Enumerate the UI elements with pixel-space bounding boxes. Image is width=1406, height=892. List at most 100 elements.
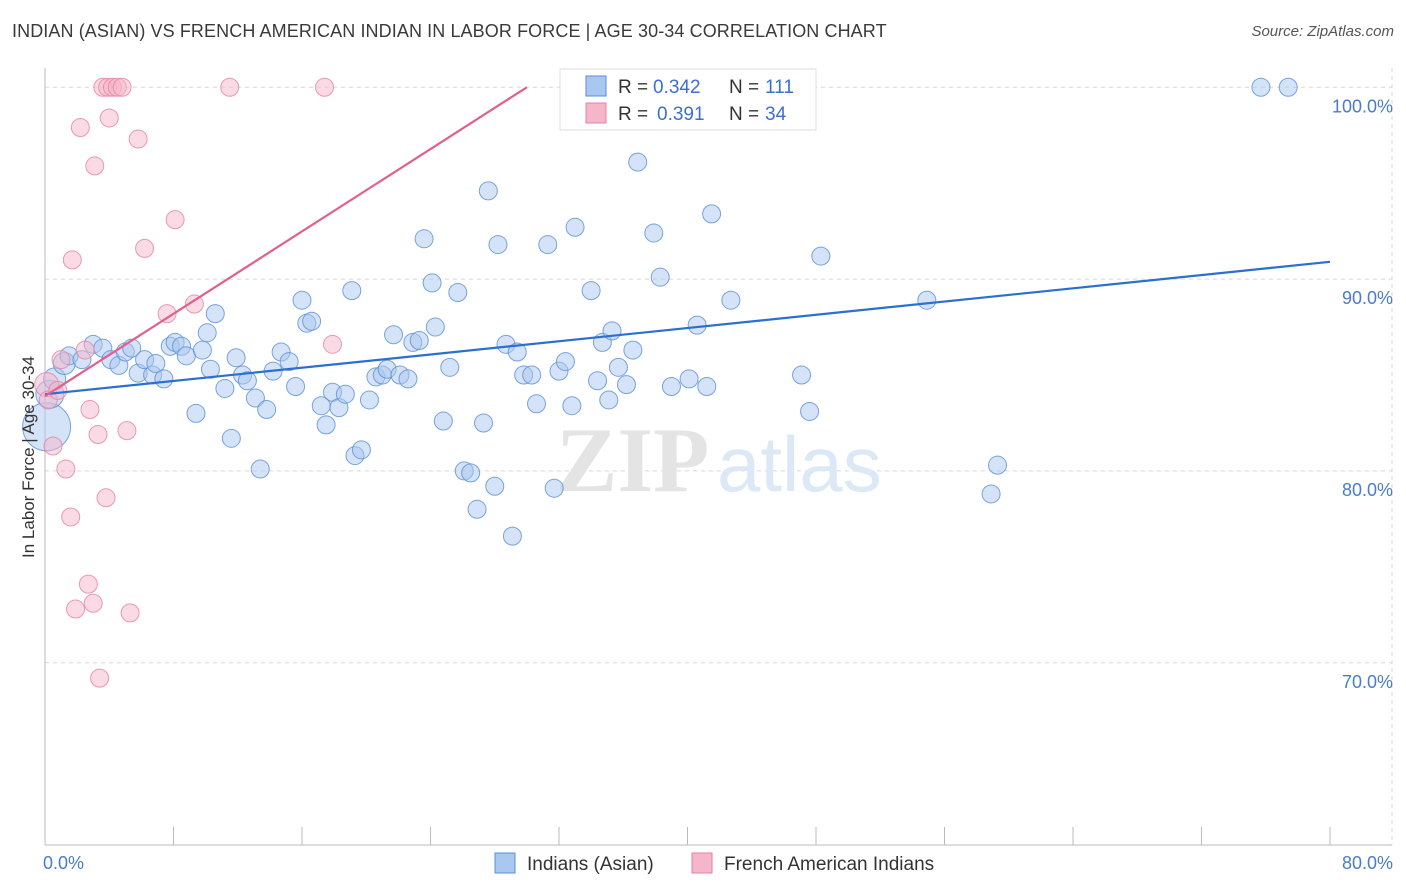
indians-asian-point — [687, 315, 707, 335]
french-american-indians-point — [88, 424, 108, 444]
indians-asian-point — [302, 311, 322, 331]
french-american-indians-point — [135, 238, 155, 258]
trend-layer — [44, 86, 1331, 398]
indians-asian-point — [154, 369, 174, 389]
indians-asian-point — [811, 246, 831, 266]
indians-asian-point — [197, 323, 217, 343]
french-american-indians-point — [165, 210, 185, 230]
indians-asian-point — [257, 400, 277, 420]
indians-asian-point — [1251, 77, 1271, 97]
legend-r-label-french-american-indians: R = — [618, 104, 648, 125]
french-american-indians-point — [66, 599, 86, 619]
indians-asian-point — [562, 396, 582, 416]
french-american-indians-point — [117, 421, 137, 441]
indians-asian-point — [917, 290, 937, 310]
indians-asian-point — [461, 463, 481, 483]
indians-asian-point — [414, 229, 434, 249]
indians-asian-point — [792, 365, 812, 385]
indians-asian-point — [527, 394, 547, 414]
bottom-legend: Indians (Asian) French American Indians — [494, 852, 934, 875]
indians-asian-point — [581, 281, 601, 301]
indians-asian-point — [359, 390, 379, 410]
legend-r-label-indians-asian: R = — [618, 77, 648, 98]
indians-asian-point — [467, 499, 487, 519]
y-tick-label: 100.0% — [1332, 96, 1393, 116]
indians-asian-point — [599, 390, 619, 410]
indians-asian-point — [485, 476, 505, 496]
bottom-legend-swatch-french-american-indians — [691, 852, 713, 874]
indians-asian-trendline — [44, 260, 1331, 396]
french-american-indians-point — [220, 77, 240, 97]
french-american-indians-point — [99, 108, 119, 128]
y-tick-label: 80.0% — [1342, 480, 1393, 500]
x-tick-label: 80.0% — [1342, 853, 1393, 873]
indians-asian-point — [702, 204, 722, 224]
chart-title: INDIAN (ASIAN) VS FRENCH AMERICAN INDIAN… — [12, 21, 887, 41]
french-american-indians-point — [85, 156, 105, 176]
french-american-indians-point — [51, 350, 71, 370]
indians-asian-point — [292, 290, 312, 310]
indians-asian-point — [342, 281, 362, 301]
indians-asian-point — [440, 357, 460, 377]
bottom-legend-label-indians-asian: Indians (Asian) — [527, 854, 654, 875]
indians-asian-point — [616, 375, 636, 395]
indians-asian-point — [237, 371, 257, 391]
indians-asian-point — [279, 352, 299, 372]
legend-n-value-indians-asian: 111 — [765, 77, 794, 98]
indians-asian-point — [425, 317, 445, 337]
french-american-indians-point — [70, 118, 90, 138]
indians-asian-point — [335, 384, 355, 404]
indians-asian-point — [226, 348, 246, 368]
legend-swatch-indians-asian — [585, 75, 607, 97]
legend-r-value-indians-asian: 0.342 — [653, 77, 701, 98]
indians-asian-point — [176, 346, 196, 366]
indians-asian-point — [384, 325, 404, 345]
french-american-indians-trendline — [44, 86, 528, 398]
indians-asian-point — [192, 340, 212, 360]
indians-asian-point — [555, 352, 575, 372]
indians-asian-point — [544, 478, 564, 498]
indians-asian-point — [448, 283, 468, 303]
indians-asian-point — [981, 484, 1001, 504]
indians-asian-point — [988, 455, 1008, 475]
indians-asian-point — [502, 526, 522, 546]
legend-n-value-french-american-indians: 34 — [765, 104, 787, 125]
indians-asian-point — [507, 342, 527, 362]
french-american-indians-point — [83, 593, 103, 613]
watermark-atlas: atlas — [717, 420, 882, 508]
legend-n-label-french-american-indians: N = — [729, 104, 759, 125]
legend-r-value-french-american-indians: 0.391 — [657, 104, 705, 125]
bottom-legend-swatch-indians-asian — [494, 852, 516, 874]
indians-asian-point — [488, 235, 508, 255]
indians-asian-point — [800, 401, 820, 421]
watermark: ZIP atlas — [556, 409, 882, 511]
indians-asian-point — [215, 378, 235, 398]
french-american-indians-point — [61, 507, 81, 527]
indians-asian-point — [433, 411, 453, 431]
bottom-legend-label-french-american-indians: French American Indians — [724, 854, 934, 875]
indians-asian-point — [250, 459, 270, 479]
y-tick-label: 90.0% — [1342, 288, 1393, 308]
french-american-indians-point — [157, 304, 177, 324]
indians-asian-point — [422, 273, 442, 293]
french-american-indians-point — [128, 129, 148, 149]
points-layer — [22, 77, 1298, 688]
indians-asian-point — [221, 428, 241, 448]
indians-asian-point — [661, 377, 681, 397]
indians-asian-point — [286, 377, 306, 397]
y-axis-label: In Labor Force | Age 30-34 — [19, 356, 38, 558]
indians-asian-point — [565, 217, 585, 237]
french-american-indians-point — [43, 436, 63, 456]
indians-asian-point — [697, 377, 717, 397]
indians-asian-point — [522, 365, 542, 385]
indians-asian-point — [623, 340, 643, 360]
indians-asian-point — [538, 235, 558, 255]
french-american-indians-point — [96, 488, 116, 508]
french-american-indians-point — [314, 77, 334, 97]
indians-asian-point — [478, 181, 498, 201]
indians-asian-point — [644, 223, 664, 243]
french-american-indians-point — [78, 574, 98, 594]
french-american-indians-point — [120, 603, 140, 623]
indians-asian-point — [608, 357, 628, 377]
